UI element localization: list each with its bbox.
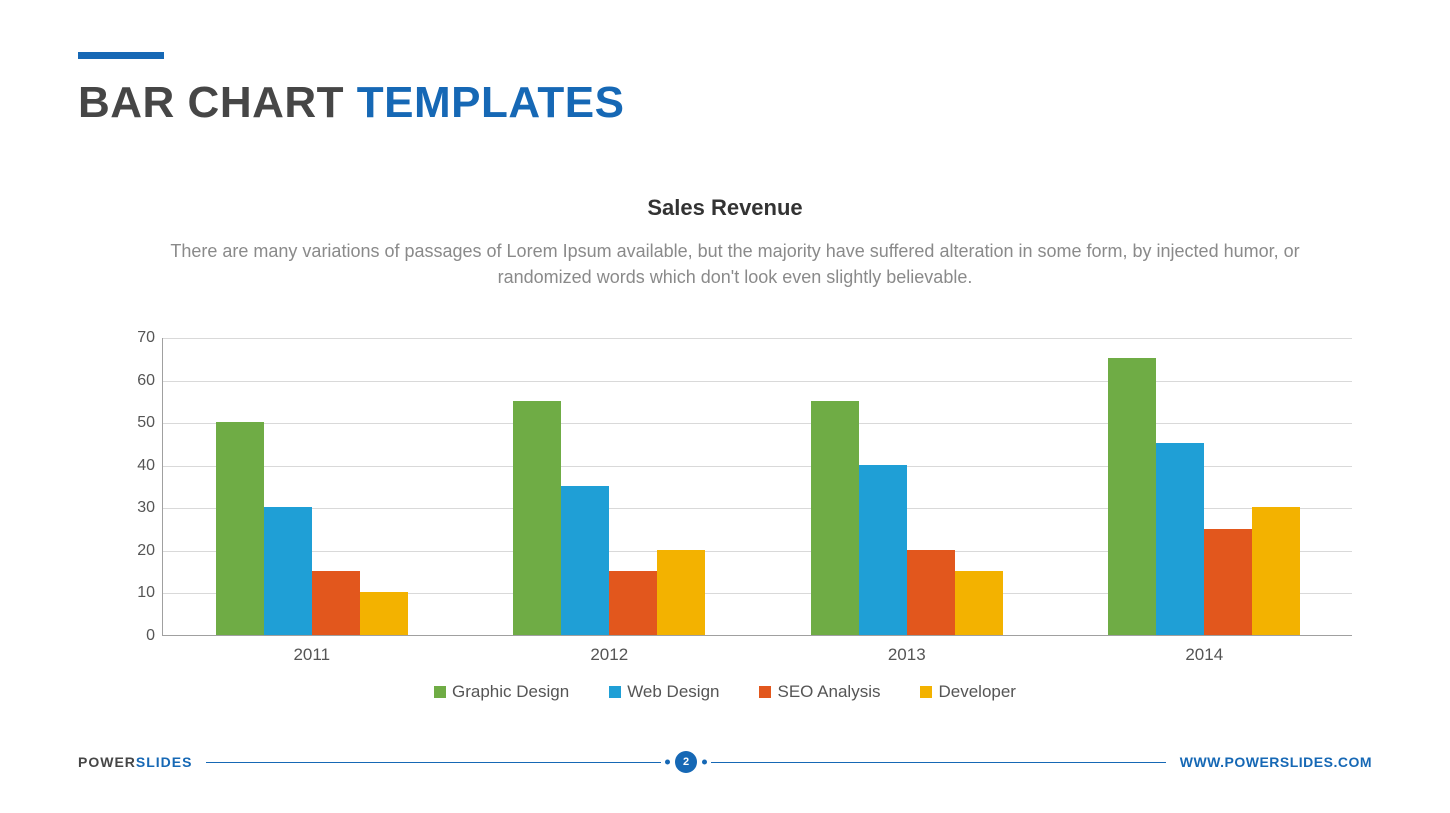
bar: [1252, 507, 1300, 635]
footer-line-left: [206, 762, 661, 763]
page-title-part2: TEMPLATES: [357, 78, 625, 127]
legend-label: Developer: [938, 682, 1016, 702]
plot-area: 0102030405060702011201220132014: [162, 338, 1352, 636]
footer-brand: POWERSLIDES: [78, 754, 192, 770]
bar: [811, 401, 859, 635]
bar: [657, 550, 705, 635]
gridline: [163, 338, 1352, 339]
bar: [955, 571, 1003, 635]
bar: [561, 486, 609, 635]
bar: [1108, 358, 1156, 635]
bar: [216, 422, 264, 635]
legend-swatch: [920, 686, 932, 698]
bar: [1204, 529, 1252, 635]
x-axis-tick: 2014: [1185, 645, 1223, 665]
y-axis-tick: 0: [146, 627, 155, 645]
page-number-badge: 2: [675, 751, 697, 773]
legend-item: Developer: [920, 682, 1016, 702]
x-axis-tick: 2013: [888, 645, 926, 665]
y-axis-tick: 70: [137, 329, 155, 347]
legend-label: Web Design: [627, 682, 719, 702]
legend-swatch: [759, 686, 771, 698]
page-number: 2: [683, 756, 689, 768]
bar-group: [216, 422, 408, 635]
y-axis-tick: 20: [137, 542, 155, 560]
page-title: BAR CHART TEMPLATES: [78, 78, 624, 128]
chart-title: Sales Revenue: [0, 195, 1450, 221]
brand-part2: SLIDES: [136, 754, 193, 770]
bar: [907, 550, 955, 635]
y-axis-tick: 30: [137, 499, 155, 517]
bar: [360, 592, 408, 635]
bar: [513, 401, 561, 635]
y-axis-tick: 50: [137, 414, 155, 432]
y-axis-tick: 60: [137, 372, 155, 390]
chart-legend: Graphic Design Web Design SEO Analysis Deve…: [0, 682, 1450, 702]
x-axis-tick: 2011: [293, 645, 330, 665]
bar: [312, 571, 360, 635]
page-title-part1: BAR CHART: [78, 78, 344, 127]
legend-label: Graphic Design: [452, 682, 569, 702]
bar: [1156, 443, 1204, 635]
bar-chart: 0102030405060702011201220132014: [132, 338, 1352, 636]
footer-line-right: [711, 762, 1166, 763]
bar-group: [513, 401, 705, 635]
header-accent-bar: [78, 52, 164, 59]
legend-item: Graphic Design: [434, 682, 569, 702]
legend-label: SEO Analysis: [777, 682, 880, 702]
brand-part1: POWER: [78, 754, 136, 770]
bar: [264, 507, 312, 635]
footer: POWERSLIDES 2 WWW.POWERSLIDES.COM: [78, 751, 1372, 773]
chart-subtitle: There are many variations of passages of…: [130, 238, 1340, 290]
y-axis-tick: 40: [137, 457, 155, 475]
legend-item: Web Design: [609, 682, 719, 702]
y-axis-tick: 10: [137, 584, 155, 602]
footer-url: WWW.POWERSLIDES.COM: [1180, 754, 1372, 770]
legend-swatch: [434, 686, 446, 698]
x-axis-tick: 2012: [590, 645, 628, 665]
bar: [859, 465, 907, 635]
legend-item: SEO Analysis: [759, 682, 880, 702]
legend-swatch: [609, 686, 621, 698]
bar-group: [1108, 358, 1300, 635]
bar-group: [811, 401, 1003, 635]
bar: [609, 571, 657, 635]
